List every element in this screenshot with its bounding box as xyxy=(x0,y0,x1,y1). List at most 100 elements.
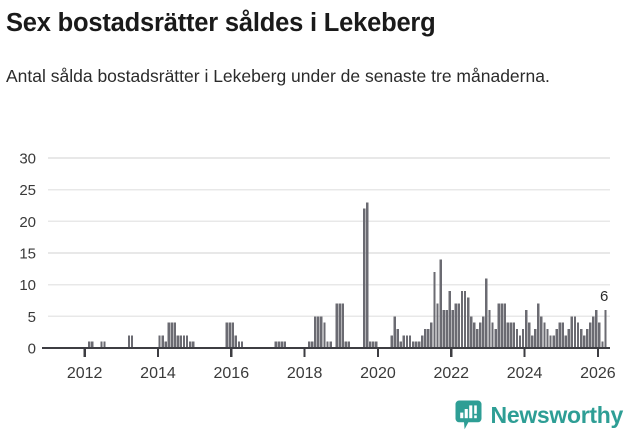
bar xyxy=(442,310,445,348)
bar xyxy=(417,341,421,348)
x-axis-tick-label: 2020 xyxy=(360,365,396,382)
bar xyxy=(130,335,134,348)
bar xyxy=(399,341,403,348)
bar xyxy=(228,322,231,348)
x-axis-tick-label: 2012 xyxy=(67,365,103,382)
bar xyxy=(127,335,131,348)
bar xyxy=(347,341,351,348)
bar xyxy=(500,303,503,348)
bar-value-label: 6 xyxy=(600,288,608,305)
bar xyxy=(604,310,607,348)
bar xyxy=(567,329,571,348)
bar xyxy=(543,322,546,348)
bar xyxy=(338,303,341,348)
bar-chart: 0 5 10 15 20 25 30 2012 2014 2016 2018 2020 2022 202… xyxy=(0,145,631,390)
bar xyxy=(586,329,589,348)
bar xyxy=(598,322,601,348)
bar xyxy=(482,316,485,348)
chart-gridlines xyxy=(48,157,610,318)
bar xyxy=(182,335,186,348)
bar xyxy=(579,329,583,348)
bar xyxy=(515,329,519,348)
bar xyxy=(402,335,406,348)
bar xyxy=(408,335,412,348)
x-axis-tick-label: 2024 xyxy=(507,365,543,382)
bar xyxy=(476,329,479,348)
y-axis-tick-label: 10 xyxy=(19,277,36,294)
bar xyxy=(582,335,586,348)
bar xyxy=(240,341,244,348)
bar xyxy=(531,335,534,348)
y-axis-tick-label: 30 xyxy=(19,151,36,168)
bar xyxy=(237,341,241,348)
bar xyxy=(421,335,424,348)
bar xyxy=(158,335,161,348)
bar xyxy=(491,322,494,348)
bar xyxy=(448,291,451,348)
bar xyxy=(433,272,436,348)
bar-chart-speech-bubble-icon xyxy=(455,400,482,430)
bar xyxy=(329,341,332,348)
chart-svg: 0 5 10 15 20 25 30 2012 2014 2016 2018 2020 2022 202… xyxy=(19,151,616,383)
bar xyxy=(167,322,170,348)
bar xyxy=(414,341,418,348)
x-axis-tick-label: 2026 xyxy=(580,365,616,382)
chart-axis xyxy=(42,346,610,357)
bar xyxy=(335,303,338,348)
x-axis-tick-labels: 2012 2014 2016 2018 2020 2022 2024 2026 xyxy=(67,365,616,382)
bar xyxy=(503,303,506,348)
bar xyxy=(100,341,103,348)
bar xyxy=(430,322,433,348)
bar xyxy=(485,278,488,348)
page-subtitle: Antal sålda bostadsrätter i Lekeberg und… xyxy=(6,66,550,86)
x-axis-tick-label: 2022 xyxy=(433,365,469,382)
bar xyxy=(589,322,592,348)
bar xyxy=(595,310,598,348)
bar xyxy=(570,316,574,348)
chart-bars xyxy=(88,202,607,348)
bar xyxy=(527,322,531,348)
y-axis-tick-labels: 0 5 10 15 20 25 30 xyxy=(19,151,36,358)
bar xyxy=(363,208,366,348)
bar xyxy=(326,341,329,348)
bar xyxy=(314,316,317,348)
y-axis-tick-label: 20 xyxy=(19,214,36,231)
bar xyxy=(463,291,467,348)
bar xyxy=(561,322,564,348)
bar xyxy=(512,322,516,348)
bar xyxy=(308,341,311,348)
bar xyxy=(497,303,500,348)
bar xyxy=(454,303,458,348)
bar xyxy=(170,322,173,348)
bar xyxy=(601,341,604,348)
bar xyxy=(540,316,543,348)
bar xyxy=(372,341,375,348)
bar xyxy=(225,322,228,348)
y-axis-tick-label: 25 xyxy=(19,182,36,199)
bar xyxy=(234,335,238,348)
bar xyxy=(564,335,568,348)
chart-annotations: 6 xyxy=(600,288,608,305)
bar xyxy=(317,316,320,348)
bar xyxy=(88,341,91,348)
bar xyxy=(439,259,442,348)
bar xyxy=(191,341,195,348)
bar xyxy=(436,303,439,348)
bar xyxy=(396,329,399,348)
bar xyxy=(457,303,461,348)
newsworthy-logo[interactable]: Newsworthy xyxy=(455,400,623,430)
bar xyxy=(592,316,595,348)
bar xyxy=(524,310,528,348)
bar xyxy=(231,322,235,348)
bar xyxy=(509,322,513,348)
bar xyxy=(369,341,372,348)
bar xyxy=(405,335,409,348)
bar xyxy=(161,335,164,348)
bar xyxy=(393,316,396,348)
bar xyxy=(173,322,176,348)
bar xyxy=(164,341,167,348)
bar xyxy=(549,335,552,348)
bar xyxy=(445,310,448,348)
bar xyxy=(466,297,470,348)
bar xyxy=(424,329,427,348)
